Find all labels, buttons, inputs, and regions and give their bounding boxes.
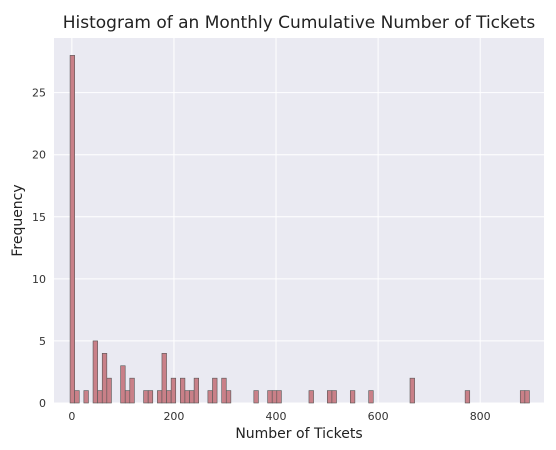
y-tick-label: 5 — [39, 335, 46, 348]
y-axis-ticks: 0 5 10 15 20 25 — [32, 87, 46, 410]
histogram-bar — [147, 390, 154, 404]
histogram-bar — [120, 365, 126, 404]
grid-lines — [54, 38, 544, 404]
histogram-bar — [221, 377, 227, 404]
x-tick-label: 0 — [68, 410, 75, 423]
histogram-bar — [97, 390, 103, 404]
histogram-bar — [524, 390, 530, 404]
y-tick-label: 20 — [32, 149, 46, 162]
chart-title: Histogram of an Monthly Cumulative Numbe… — [63, 13, 536, 33]
y-tick-label: 0 — [39, 397, 46, 410]
y-tick-label: 15 — [32, 211, 46, 224]
histogram-bar — [184, 390, 190, 404]
x-tick-label: 200 — [163, 410, 184, 423]
x-tick-label: 800 — [470, 410, 491, 423]
histogram-bar — [464, 390, 471, 404]
histogram-bar — [327, 390, 333, 404]
histogram-bar — [225, 390, 232, 404]
x-tick-label: 600 — [368, 410, 389, 423]
histogram-bar — [166, 390, 172, 404]
histogram-bar — [180, 377, 186, 404]
histogram-bar — [368, 390, 374, 404]
histogram-bar — [170, 377, 177, 404]
histogram-bar — [271, 390, 278, 404]
histogram-bar — [124, 390, 131, 404]
x-axis-label: Number of Tickets — [235, 426, 362, 442]
histogram-bar — [161, 353, 167, 404]
histogram-bar — [267, 390, 273, 404]
histogram-bar — [101, 353, 108, 404]
histogram-bar — [331, 390, 337, 404]
histogram-bar — [409, 377, 415, 404]
histogram-bar — [83, 390, 89, 404]
y-axis-label: Frequency — [10, 184, 26, 256]
histogram-bar — [143, 390, 149, 404]
histogram-bar — [207, 390, 213, 404]
histogram-bar — [193, 377, 200, 404]
histogram-bar — [106, 377, 112, 404]
histogram-bar — [157, 390, 163, 404]
y-tick-label: 25 — [32, 87, 46, 100]
x-tick-label: 400 — [266, 410, 287, 423]
plot-area — [54, 38, 544, 403]
x-axis-ticks: 0 200 400 600 800 — [68, 410, 490, 423]
histogram-bars — [69, 55, 530, 404]
histogram-bar — [308, 390, 314, 404]
histogram-bar — [212, 377, 218, 404]
histogram-bar — [74, 390, 80, 404]
histogram-bar — [519, 390, 526, 404]
histogram-bar — [69, 55, 75, 404]
histogram-bar — [253, 390, 259, 404]
histogram-bar — [92, 340, 98, 404]
histogram-bar — [129, 377, 135, 404]
histogram-bar — [189, 390, 195, 404]
histogram-bar — [276, 390, 282, 404]
y-tick-label: 10 — [32, 273, 46, 286]
histogram-bar — [349, 390, 356, 404]
